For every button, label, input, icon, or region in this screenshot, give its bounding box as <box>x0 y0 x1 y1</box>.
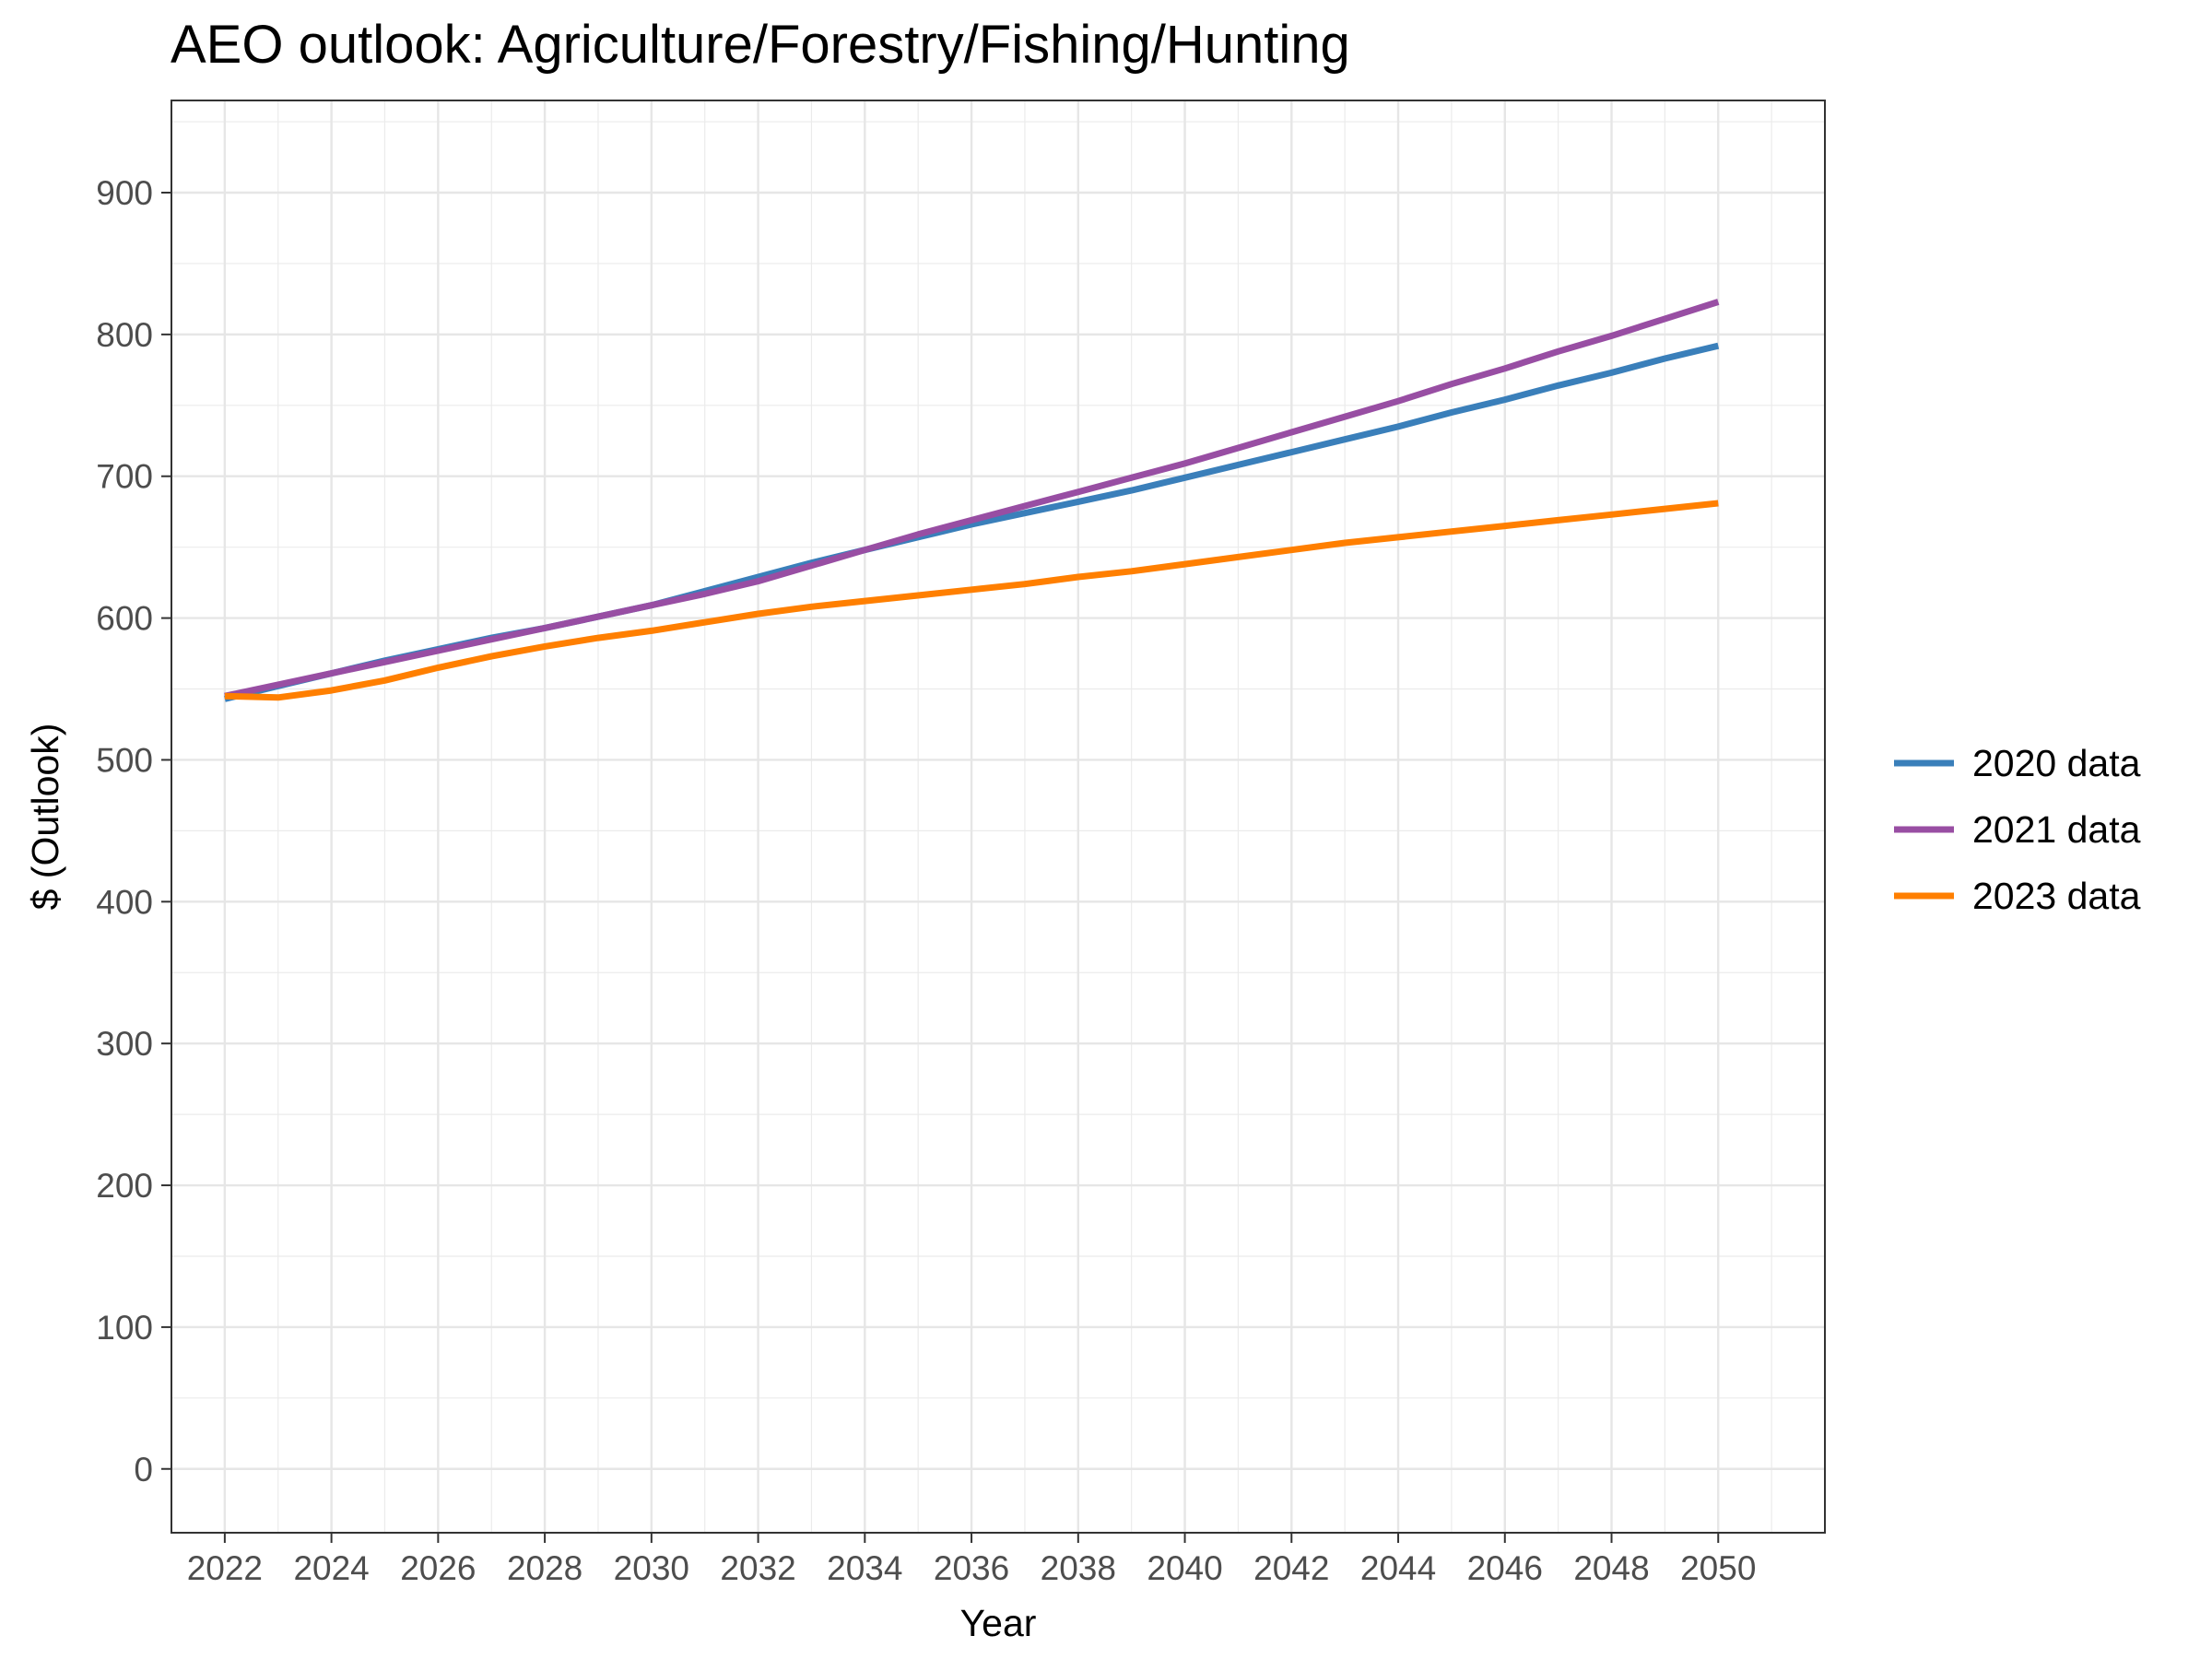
y-tick-label: 500 <box>96 741 153 779</box>
y-tick-label: 800 <box>96 316 153 354</box>
series-line-3 <box>224 500 1719 701</box>
series-line-2 <box>224 299 1720 700</box>
y-tick-label: 900 <box>96 174 153 212</box>
y-tick-label: 700 <box>96 458 153 496</box>
x-tick-label: 2026 <box>400 1549 476 1587</box>
x-tick-label: 2046 <box>1467 1549 1543 1587</box>
legend-item: 2023 data <box>1894 875 2141 917</box>
legend-label: 2021 data <box>1972 808 2141 851</box>
x-tick-label: 2028 <box>507 1549 582 1587</box>
y-tick-label: 400 <box>96 883 153 921</box>
y-axis: 0 100 200 300 400 500 600 700 800 900 <box>96 174 171 1488</box>
legend-label: 2020 data <box>1972 742 2141 784</box>
grid-major <box>171 100 1825 1533</box>
x-tick-label: 2030 <box>614 1549 689 1587</box>
x-tick-label: 2042 <box>1253 1549 1329 1587</box>
x-axis: 2022 2024 2026 2028 2030 2032 2034 2036 2038 2040… <box>187 1533 1756 1587</box>
x-tick-label: 2038 <box>1041 1549 1116 1587</box>
x-tick-label: 2024 <box>293 1549 369 1587</box>
x-axis-title: Year <box>960 1602 1037 1644</box>
y-tick-label: 300 <box>96 1025 153 1063</box>
plot-border <box>171 100 1826 1534</box>
x-tick-label: 2040 <box>1147 1549 1222 1587</box>
y-tick-label: 0 <box>134 1451 153 1488</box>
x-tick-label: 2034 <box>827 1549 902 1587</box>
legend-label: 2023 data <box>1972 875 2141 917</box>
y-tick-label: 100 <box>96 1309 153 1347</box>
plot-area <box>171 100 1826 1534</box>
x-tick-label: 2044 <box>1360 1549 1436 1587</box>
grid-minor <box>171 100 1825 1533</box>
x-tick-label: 2022 <box>187 1549 263 1587</box>
legend-item: 2021 data <box>1894 808 2141 851</box>
series-lines <box>224 299 1720 702</box>
y-tick-label: 600 <box>96 600 153 638</box>
x-tick-label: 2036 <box>934 1549 1009 1587</box>
y-axis-title: $ (Outlook) <box>24 724 66 911</box>
x-tick-label: 2050 <box>1680 1549 1756 1587</box>
chart-title: AEO outlook: Agriculture/Forestry/Fishin… <box>171 15 1350 75</box>
x-tick-label: 2048 <box>1573 1549 1649 1587</box>
x-tick-label: 2032 <box>720 1549 795 1587</box>
plot-background <box>171 100 1825 1533</box>
y-tick-label: 200 <box>96 1167 153 1205</box>
legend-item: 2020 data <box>1894 742 2141 784</box>
legend: 2020 data 2021 data 2023 data <box>1894 742 2141 917</box>
